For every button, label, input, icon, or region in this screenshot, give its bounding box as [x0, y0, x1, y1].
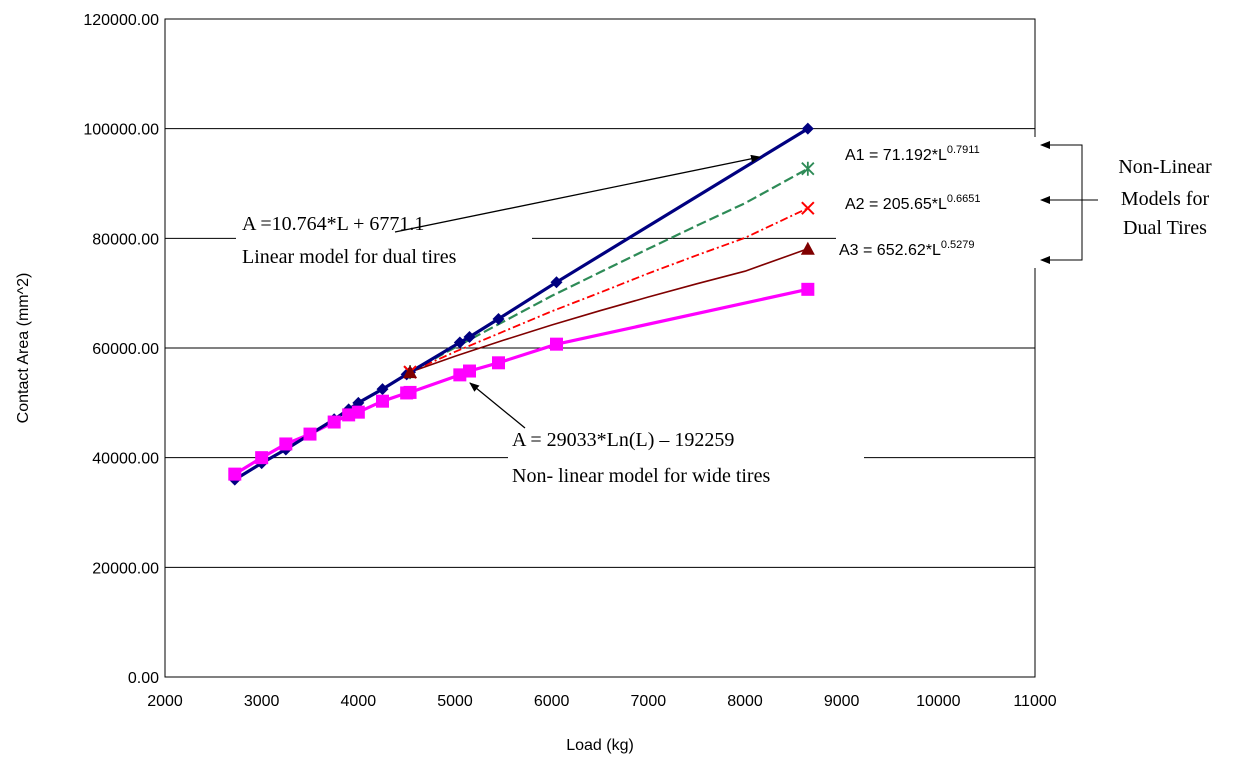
dual-tire-labels-bg [836, 137, 1036, 268]
y-tick-label: 100000.00 [83, 122, 159, 139]
y-tick-labels: 0.00 20000.00 40000.00 60000.00 80000.00 1000… [83, 12, 159, 687]
data-point [550, 337, 563, 351]
series-line-1 [409, 167, 809, 374]
dual-tire-group-label: Non-Linear Models for Dual Tires [1118, 156, 1212, 239]
data-point [463, 364, 476, 378]
x-axis-title: Load (kg) [566, 737, 634, 754]
linear-model-arrow [394, 154, 761, 233]
x-tick-label: 2000 [147, 693, 183, 710]
wide-tire-annotation: A = 29033*Ln(L) – 192259 Non- linear mod… [469, 382, 864, 488]
data-point [351, 405, 365, 419]
y-tick-label: 20000.00 [92, 560, 159, 577]
data-point [801, 161, 815, 176]
y-tick-label: 0.00 [128, 670, 159, 687]
dual-tire-bracket [1040, 141, 1098, 264]
data-point [492, 312, 505, 325]
bracket-line [1063, 144, 1083, 261]
y-tick-label: 40000.00 [92, 451, 159, 468]
data-point [550, 276, 563, 289]
y-axis-title: Contact Area (mm^2) [15, 273, 32, 424]
x-tick-label: 6000 [534, 693, 570, 710]
dual-tire-equations: A1 = 71.192*L0.7911 A2 = 205.65*L0.6651 … [836, 137, 1036, 268]
x-tick-label: 5000 [437, 693, 473, 710]
x-tick-label: 9000 [824, 693, 860, 710]
x-tick-labels: 2000 3000 4000 5000 6000 7000 8000 9000 10000 110… [147, 693, 1057, 710]
data-point [327, 415, 341, 429]
group-label-line3: Dual Tires [1123, 217, 1207, 239]
linear-model-label-bg [236, 207, 532, 269]
series-line-0 [233, 127, 809, 481]
group-label-line1: Non-Linear [1118, 156, 1212, 178]
x-tick-label: 4000 [341, 693, 377, 710]
y-tick-label: 120000.00 [83, 12, 159, 29]
data-point [228, 467, 242, 481]
data-point [800, 241, 815, 255]
data-point [255, 451, 269, 465]
series-line-2 [409, 207, 809, 373]
y-tick-label: 80000.00 [92, 231, 159, 248]
y-tick-label: 60000.00 [92, 341, 159, 358]
x-tick-label: 7000 [631, 693, 667, 710]
data-point [279, 437, 293, 451]
data-point [403, 365, 418, 379]
series-line-3 [409, 248, 809, 373]
x-tick-label: 10000 [916, 693, 961, 710]
x-tick-label: 11000 [1013, 693, 1056, 710]
data-point [376, 394, 389, 408]
wide-tire-arrow [469, 382, 526, 429]
data-point [453, 336, 466, 349]
data-point [801, 282, 815, 296]
data-point [463, 331, 476, 344]
data-point [801, 122, 814, 135]
linear-model-description: Linear model for dual tires [242, 246, 457, 268]
series-markers [228, 122, 815, 486]
a3-equation: A3 = 652.62*L0.5279 [839, 239, 975, 259]
a1-equation: A1 = 71.192*L0.7911 [845, 144, 980, 164]
data-point [492, 356, 505, 370]
data-point [303, 427, 317, 441]
linear-model-annotation: A =10.764*L + 6771.1 Linear model for du… [236, 154, 761, 269]
data-point [376, 383, 389, 396]
x-tick-label: 8000 [727, 693, 763, 710]
wide-tire-equation: A = 29033*Ln(L) – 192259 [512, 429, 734, 451]
x-tick-label: 3000 [244, 693, 280, 710]
a2-equation: A2 = 205.65*L0.6651 [845, 193, 981, 213]
data-point [801, 201, 815, 215]
wide-tire-description: Non- linear model for wide tires [512, 465, 770, 487]
group-label-line2: Models for [1121, 188, 1210, 210]
linear-model-equation: A =10.764*L + 6771.1 [242, 213, 424, 235]
data-point [403, 385, 417, 399]
wide-tire-label-bg [508, 424, 864, 488]
